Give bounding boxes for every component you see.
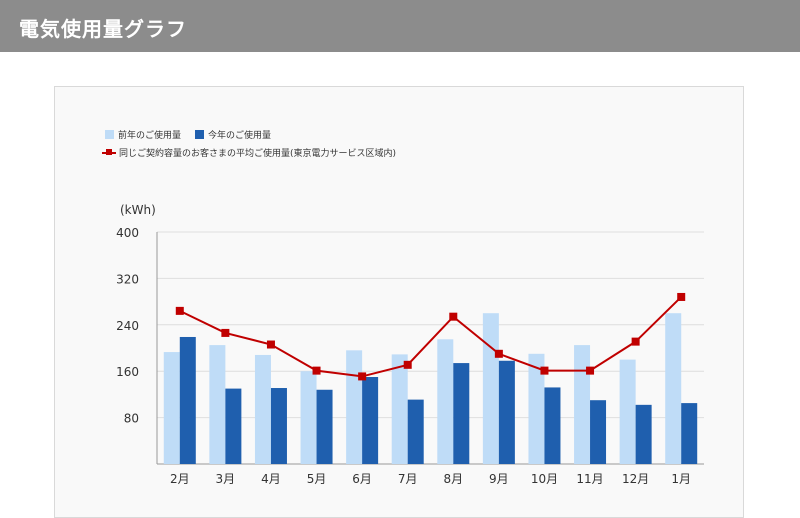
bar-this-year — [362, 377, 379, 464]
legend-swatch-average — [102, 148, 116, 157]
bar-prev-year — [528, 353, 545, 464]
bar-prev-year — [346, 350, 363, 464]
bar-this-year — [407, 399, 424, 464]
x-tick-label: 12月 — [622, 472, 649, 486]
x-tick-label: 6月 — [352, 472, 372, 486]
legend-item-average: 同じご契約容量のお客さまの平均ご使用量(東京電力サービス区域内) — [102, 146, 396, 159]
bar-this-year — [544, 387, 561, 464]
x-tick-label: 10月 — [531, 472, 558, 486]
bar-this-year — [681, 403, 698, 464]
bar-this-year — [590, 400, 607, 464]
legend-row-line: 同じご契約容量のお客さまの平均ご使用量(東京電力サービス区域内) — [102, 146, 410, 159]
y-tick-label: 320 — [116, 272, 139, 286]
x-tick-label: 3月 — [216, 472, 236, 486]
legend-label-average: 同じご契約容量のお客さまの平均ご使用量(東京電力サービス区域内) — [119, 149, 397, 159]
x-tick-label: 5月 — [307, 472, 327, 486]
bar-prev-year — [482, 313, 499, 464]
y-tick-label: 240 — [116, 319, 139, 333]
bar-this-year — [453, 363, 470, 464]
average-point — [221, 328, 230, 337]
legend-label-prev-year: 前年のご使用量 — [118, 131, 182, 141]
legend-swatch-this-year — [195, 130, 205, 139]
bar-prev-year — [574, 345, 591, 464]
x-tick-label: 7月 — [398, 472, 418, 486]
x-tick-label: 2月 — [170, 472, 190, 486]
average-line — [179, 296, 682, 378]
bar-prev-year — [209, 345, 226, 464]
bar-prev-year — [619, 359, 636, 464]
average-point — [449, 312, 458, 321]
bar-prev-year — [300, 371, 317, 464]
y-axis-unit-label: (kWh) — [120, 203, 156, 217]
bar-this-year — [316, 389, 333, 464]
average-point — [494, 349, 503, 358]
x-tick-label: 11月 — [576, 472, 603, 486]
bar-prev-year — [254, 354, 271, 464]
legend-swatch-prev-year — [105, 130, 114, 139]
average-point — [358, 372, 367, 381]
page-header: 電気使用量グラフ — [0, 0, 800, 52]
average-point — [403, 360, 412, 369]
page-title: 電気使用量グラフ — [19, 17, 187, 41]
bar-this-year — [270, 388, 287, 464]
y-tick-label: 160 — [116, 365, 139, 379]
average-point — [586, 366, 595, 375]
average-point — [677, 292, 686, 301]
legend-item-this-year: 今年のご使用量 — [195, 128, 271, 141]
x-tick-label: 9月 — [489, 472, 509, 486]
y-tick-label: 80 — [124, 412, 139, 426]
bar-this-year — [635, 404, 652, 464]
bar-this-year — [498, 360, 515, 464]
average-point — [312, 366, 321, 375]
average-point — [540, 366, 549, 375]
average-point — [631, 337, 640, 346]
bar-prev-year — [391, 354, 408, 464]
average-point — [266, 340, 275, 349]
legend-item-prev-year: 前年のご使用量 — [105, 128, 181, 141]
bar-this-year — [225, 388, 242, 464]
legend-label-this-year: 今年のご使用量 — [208, 131, 272, 141]
legend-row-bars: 前年のご使用量 今年のご使用量 — [105, 128, 285, 141]
y-tick-label: 400 — [116, 226, 139, 240]
bar-this-year — [179, 336, 196, 464]
x-tick-label: 1月 — [671, 472, 691, 486]
bar-prev-year — [665, 313, 682, 464]
x-tick-label: 4月 — [261, 472, 281, 486]
bar-prev-year — [163, 352, 180, 464]
average-point — [175, 306, 184, 315]
bar-prev-year — [437, 339, 454, 464]
x-tick-label: 8月 — [443, 472, 463, 486]
